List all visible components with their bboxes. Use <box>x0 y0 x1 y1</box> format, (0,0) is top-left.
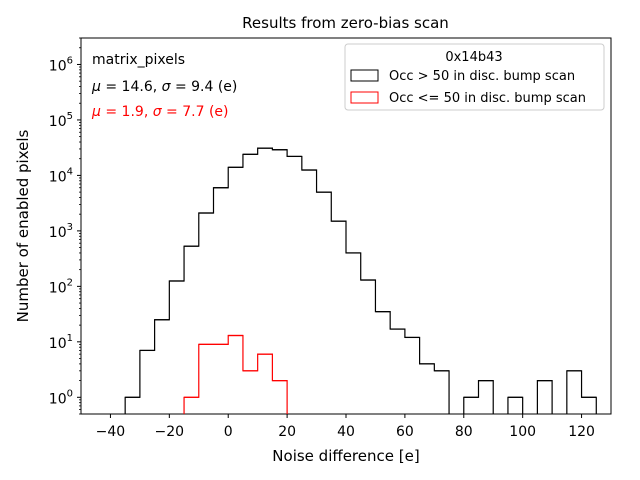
x-axis-ticks: −40 −20 0 20 40 60 80 100 120 <box>96 414 595 440</box>
x-tick-label: 20 <box>278 424 296 440</box>
x-tick-label: 0 <box>224 424 233 440</box>
x-axis-title: Noise difference [e] <box>272 447 419 465</box>
annotation-stats-black: μ = 14.6, σ = 9.4 (e) <box>91 79 237 95</box>
y-axis-title: Number of enabled pixels <box>14 129 32 322</box>
y-tick-label: 105 <box>49 111 73 130</box>
x-tick-label: 80 <box>455 424 473 440</box>
x-tick-label: 120 <box>568 424 595 440</box>
series-occ-gt-50-outline <box>124 147 597 414</box>
legend-frame <box>344 43 605 111</box>
y-tick-label: 101 <box>49 333 73 352</box>
x-tick-label: −20 <box>155 424 185 440</box>
legend-entry-red: Occ <= 50 in disc. bump scan <box>389 91 586 106</box>
y-tick-label: 100 <box>49 388 73 407</box>
x-tick-label: 40 <box>337 424 355 440</box>
chart-title: Results from zero-bias scan <box>242 14 449 32</box>
legend-swatch-black <box>350 69 379 82</box>
legend-title: 0x14b43 <box>445 50 502 65</box>
annotation-label: matrix_pixels <box>92 52 185 68</box>
legend-entry-black: Occ > 50 in disc. bump scan <box>389 69 575 84</box>
series-layer <box>124 147 597 414</box>
legend-swatch-red <box>350 91 379 104</box>
series-occ-le-50-outline <box>183 334 288 414</box>
x-tick-label: 60 <box>396 424 414 440</box>
y-axis-ticks: 100 101 102 103 104 105 106 <box>49 37 81 415</box>
annotation-stats-red: μ = 1.9, σ = 7.7 (e) <box>91 104 228 120</box>
x-tick-label: 100 <box>509 424 536 440</box>
legend: 0x14b43 Occ > 50 in disc. bump scan Occ … <box>344 43 605 111</box>
y-tick-label: 106 <box>49 55 73 74</box>
y-tick-label: 103 <box>49 222 73 241</box>
y-tick-label: 102 <box>49 277 73 296</box>
x-tick-label: −40 <box>96 424 126 440</box>
y-tick-label: 104 <box>49 166 73 185</box>
